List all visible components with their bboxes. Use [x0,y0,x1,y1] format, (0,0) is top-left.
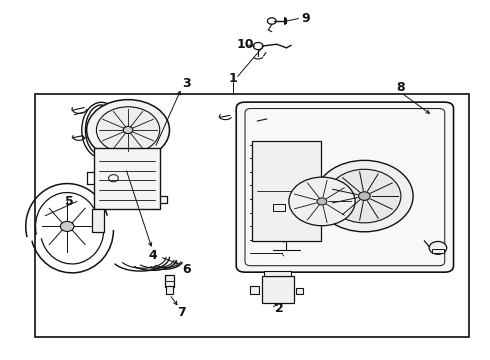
Circle shape [123,126,133,134]
Text: 2: 2 [275,302,284,315]
Circle shape [87,100,170,160]
Circle shape [317,198,327,205]
Bar [273,203,285,211]
Text: 1: 1 [228,72,237,85]
FancyBboxPatch shape [236,102,454,272]
Bar [262,276,294,303]
Circle shape [60,221,74,231]
Circle shape [359,192,370,201]
Text: 8: 8 [396,81,405,94]
Text: 5: 5 [65,195,74,208]
Bar [250,287,259,294]
Bar [296,288,303,294]
Bar [166,287,173,294]
Text: 7: 7 [177,306,186,319]
Circle shape [328,169,401,223]
Circle shape [429,242,447,254]
Text: 6: 6 [182,263,191,276]
Bar [252,141,320,241]
FancyBboxPatch shape [245,109,445,266]
Text: 10: 10 [236,39,254,51]
Text: 4: 4 [148,248,157,261]
Bar [432,249,444,253]
Bar [265,271,291,276]
Bar [94,148,160,208]
Bar [165,275,174,287]
Bar [35,94,469,337]
Bar [92,208,104,232]
Circle shape [97,107,160,153]
Circle shape [316,160,413,232]
Text: 3: 3 [182,77,191,90]
Text: 9: 9 [301,12,310,25]
Circle shape [289,177,355,226]
